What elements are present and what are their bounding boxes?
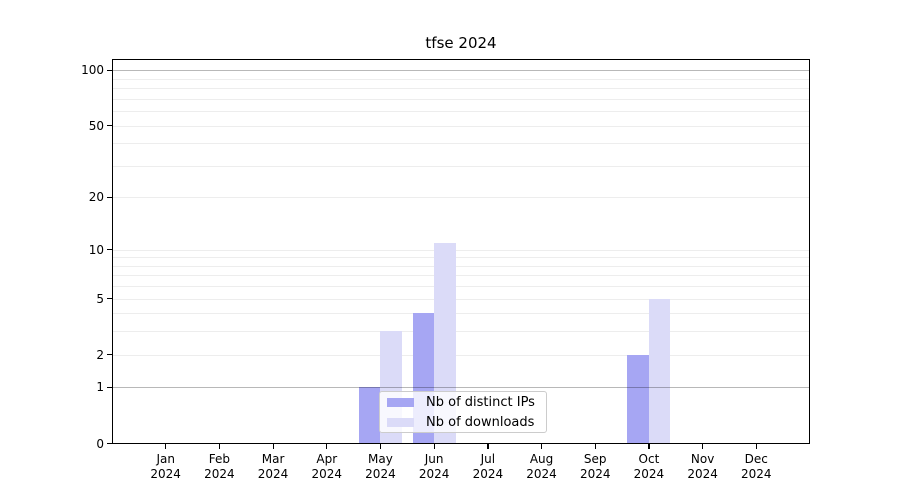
gridline-60	[113, 111, 809, 113]
gridline-5	[113, 298, 809, 300]
x-tick-label-may: May 2024	[365, 452, 396, 481]
gridline-3	[113, 331, 809, 333]
x-tick-label-apr: Apr 2024	[311, 452, 343, 481]
gridline-30	[113, 165, 809, 167]
bar-nb-of-distinct-ips-oct	[627, 354, 649, 444]
x-tick-mark-mar	[272, 444, 274, 449]
gridline-10	[113, 249, 809, 251]
x-tick-label-dec: Dec 2024	[741, 452, 772, 481]
legend-swatch-distinct-ips	[387, 397, 414, 407]
x-tick-mark-jun	[433, 444, 435, 449]
y-tick-mark-50	[107, 125, 112, 127]
gridline-4	[113, 313, 809, 315]
x-tick-label-jun: Jun 2024	[418, 452, 450, 481]
y-tick-mark-1	[107, 386, 112, 389]
x-tick-mark-jul	[487, 444, 489, 449]
gridline-9	[113, 257, 809, 259]
chart-title: tfse 2024	[425, 34, 497, 52]
x-tick-mark-aug	[541, 444, 543, 449]
x-tick-label-nov: Nov 2024	[687, 452, 718, 481]
y-tick-mark-100	[107, 69, 112, 71]
x-tick-mark-sep	[594, 444, 596, 449]
gridline-70	[113, 98, 809, 100]
x-tick-label-sep: Sep 2024	[579, 452, 611, 481]
gridline-emphasized-100	[113, 70, 809, 72]
gridline-80	[113, 88, 809, 90]
y-tick-label-2: 2	[96, 347, 104, 362]
y-tick-label-100: 100	[81, 63, 104, 78]
gridline-emphasized-1	[113, 387, 809, 389]
gridline-20	[113, 197, 809, 199]
y-tick-mark-0	[107, 443, 112, 445]
y-tick-label-1: 1	[96, 380, 104, 395]
x-tick-mark-feb	[218, 444, 221, 449]
x-tick-mark-jan	[165, 444, 167, 449]
y-tick-mark-10	[107, 249, 112, 251]
legend-swatch-downloads	[387, 417, 414, 427]
y-tick-label-20: 20	[88, 190, 104, 205]
y-tick-label-10: 10	[88, 242, 104, 257]
plot-frame	[112, 59, 810, 444]
y-tick-label-0: 0	[96, 436, 104, 451]
y-tick-mark-20	[107, 196, 112, 198]
x-tick-label-mar: Mar 2024	[257, 452, 289, 481]
legend-label-downloads: Nb of downloads	[426, 414, 535, 430]
legend-label-distinct-ips: Nb of distinct IPs	[426, 394, 535, 410]
legend: Nb of distinct IPs Nb of downloads	[379, 391, 547, 433]
gridline-50	[113, 125, 809, 127]
legend-item-downloads: Nb of downloads	[380, 414, 546, 431]
gridline-2	[113, 354, 809, 356]
x-tick-label-aug: Aug 2024	[526, 452, 557, 481]
x-tick-label-jul: Jul 2024	[472, 452, 504, 481]
x-tick-mark-apr	[326, 444, 328, 449]
gridline-40	[113, 143, 809, 145]
x-tick-label-feb: Feb 2024	[204, 452, 235, 481]
bar-nb-of-downloads-oct	[648, 298, 671, 444]
x-tick-mark-dec	[755, 444, 757, 449]
x-tick-mark-may	[379, 444, 382, 449]
x-tick-label-oct: Oct 2024	[633, 452, 665, 481]
y-tick-label-5: 5	[96, 291, 104, 306]
y-tick-label-50: 50	[88, 118, 104, 133]
x-tick-mark-nov	[702, 444, 704, 449]
y-tick-mark-5	[107, 298, 112, 300]
y-tick-mark-2	[107, 354, 112, 356]
x-tick-mark-oct	[648, 444, 650, 449]
gridline-90	[113, 78, 809, 80]
gridline-7	[113, 275, 809, 277]
legend-item-distinct-ips: Nb of distinct IPs	[380, 394, 546, 411]
bar-nb-of-distinct-ips-may	[358, 387, 381, 444]
gridline-6	[113, 286, 809, 288]
x-tick-label-jan: Jan 2024	[150, 452, 181, 481]
gridline-8	[113, 265, 809, 267]
